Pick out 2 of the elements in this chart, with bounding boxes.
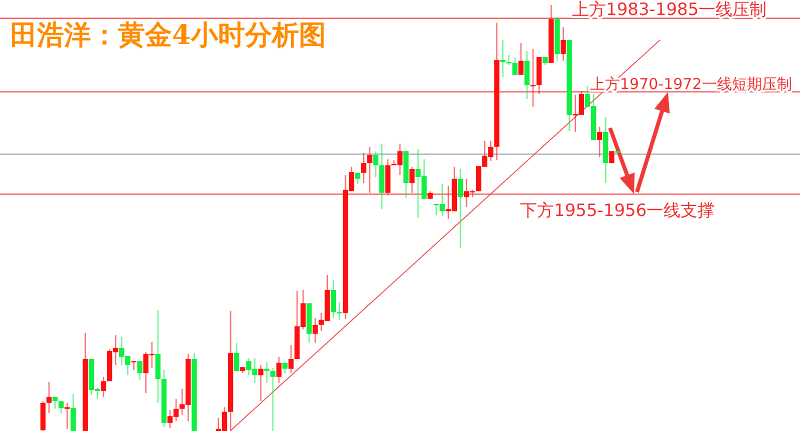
title: 田浩洋：黄金4小时分析图 <box>10 20 326 51</box>
candlestick <box>131 360 136 371</box>
